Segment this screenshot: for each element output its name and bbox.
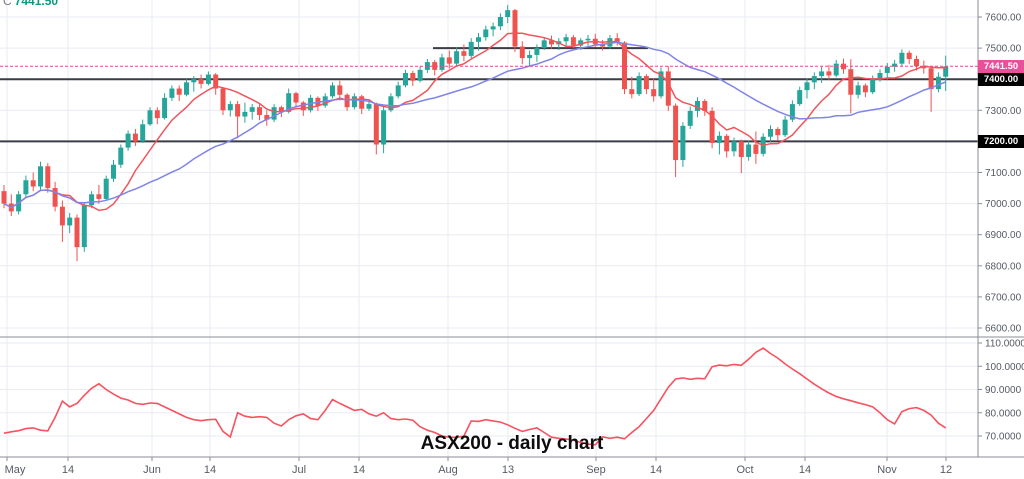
time-axis-label: 14 bbox=[62, 464, 74, 476]
level-price-badge: 7200.00 bbox=[978, 134, 1024, 148]
legend-close-value: 7441.50 bbox=[14, 0, 59, 8]
indicator-axis-label: 100.0000 bbox=[985, 362, 1024, 373]
fast-ma-line bbox=[3, 32, 946, 212]
time-axis-label: Jun bbox=[143, 464, 161, 476]
time-axis-label: Oct bbox=[736, 464, 753, 476]
legend-close-label: C bbox=[3, 0, 12, 8]
time-axis-label: Jul bbox=[292, 464, 306, 476]
slow-ma-line bbox=[3, 41, 946, 209]
price-axis-label: 6700.00 bbox=[985, 292, 1022, 303]
time-axis-label: 14 bbox=[650, 464, 662, 476]
time-axis-label: 14 bbox=[204, 464, 216, 476]
price-axis-label: 6900.00 bbox=[985, 230, 1022, 241]
price-axis-label: 7100.00 bbox=[985, 168, 1022, 179]
time-axis-label: 12 bbox=[940, 464, 952, 476]
time-axis-label: May bbox=[5, 464, 26, 476]
indicator-axis-label: 80.0000 bbox=[985, 408, 1022, 419]
price-axis-label: 6600.00 bbox=[985, 324, 1022, 335]
current-price-badge: 7441.50 bbox=[978, 59, 1024, 73]
panel-separators bbox=[0, 0, 1024, 458]
indicator-axis-label: 90.0000 bbox=[985, 385, 1022, 396]
ohlc-legend: C 7441.50 bbox=[3, 0, 58, 8]
indicator-axis-label: 110.0000 bbox=[985, 339, 1024, 350]
time-axis-label: 14 bbox=[353, 464, 365, 476]
price-axis-label: 7000.00 bbox=[985, 199, 1022, 210]
chart-title: ASX200 - daily chart bbox=[420, 433, 604, 454]
price-axis-label: 7600.00 bbox=[985, 13, 1022, 24]
time-axis-label: 14 bbox=[799, 464, 811, 476]
time-axis-label: Nov bbox=[877, 464, 897, 476]
gridlines bbox=[0, 0, 978, 457]
price-axis-label: 6800.00 bbox=[985, 261, 1022, 272]
time-axis-label: Aug bbox=[438, 464, 458, 476]
price-axis-label: 7500.00 bbox=[985, 44, 1022, 55]
time-axis[interactable]: May 14 Jun 14 Jul 14 Aug 13 Sep 14 Oct 14 Nov 12 bbox=[5, 457, 953, 476]
price-axis-label: 7300.00 bbox=[985, 106, 1022, 117]
price-axis[interactable]: 7600.00 7500.00 7300.00 7100.00 7000.00 6900.… bbox=[978, 13, 1022, 335]
indicator-axis-label: 70.0000 bbox=[985, 432, 1022, 443]
oscillator-line bbox=[3, 347, 947, 446]
time-axis-label: 13 bbox=[502, 464, 514, 476]
level-price-badge: 7400.00 bbox=[978, 72, 1024, 86]
indicator-axis[interactable]: 110.0000 100.0000 90.0000 80.0000 70.0000 bbox=[978, 339, 1024, 443]
candles bbox=[1, 5, 949, 262]
time-axis-label: Sep bbox=[586, 464, 606, 476]
drawn-level-lines bbox=[0, 47, 978, 143]
